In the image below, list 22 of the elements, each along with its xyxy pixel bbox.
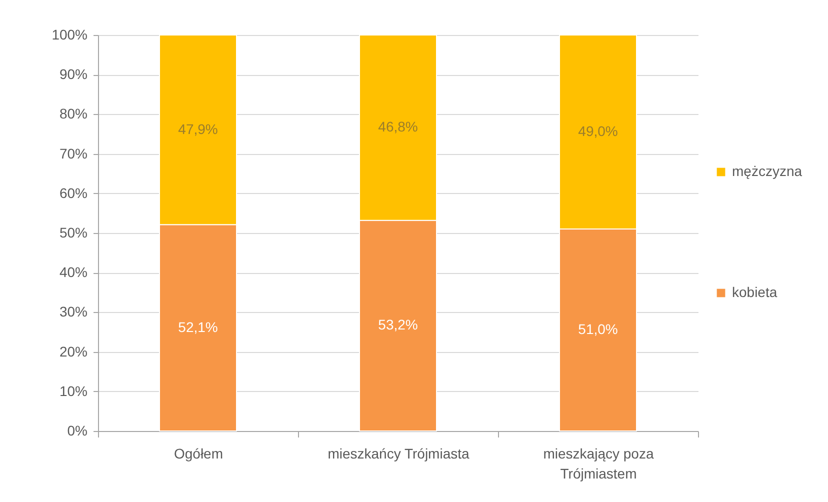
legend-label: kobieta <box>732 284 778 300</box>
y-tick-label: 10% <box>59 382 88 399</box>
x-tick-label: Ogółem <box>174 446 224 462</box>
data-label: 47,9% <box>178 120 218 137</box>
y-tick-label: 60% <box>59 184 88 201</box>
y-tick-label: 100% <box>52 26 88 42</box>
data-label: 51,0% <box>578 321 618 338</box>
data-label: 46,8% <box>378 118 418 135</box>
y-tick-label: 30% <box>59 304 88 320</box>
legend-label: mężczyzna <box>732 163 802 179</box>
data-label: 53,2% <box>378 316 418 333</box>
x-tick-label: mieszkańcy Trójmiasta <box>328 446 470 462</box>
data-label: 52,1% <box>178 318 218 335</box>
y-tick-label: 50% <box>59 224 88 240</box>
y-tick-label: 20% <box>59 343 88 360</box>
data-label: 49,0% <box>578 123 618 140</box>
y-tick-label: 0% <box>67 422 88 438</box>
y-tick-label: 40% <box>59 264 88 280</box>
y-tick-label: 90% <box>59 66 88 82</box>
y-tick-label: 80% <box>59 106 88 122</box>
x-tick-label: mieszkający poza Trójmiastem <box>543 446 654 482</box>
y-tick-label: 70% <box>59 145 88 162</box>
